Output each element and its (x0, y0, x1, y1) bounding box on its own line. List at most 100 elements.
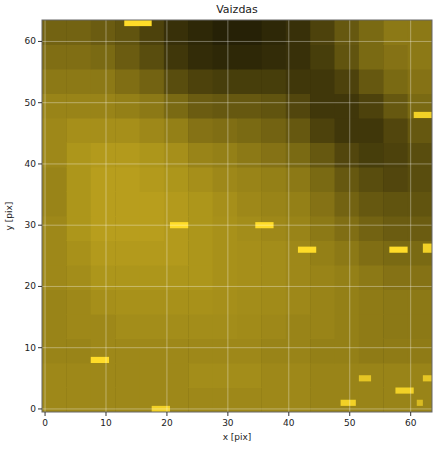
cell (335, 314, 360, 339)
cell (188, 388, 213, 413)
cell (213, 192, 238, 217)
cell (115, 167, 140, 192)
cell (261, 339, 286, 364)
cell (237, 363, 262, 388)
cell (115, 290, 140, 315)
cell (91, 216, 116, 241)
cell (286, 339, 311, 364)
cell (66, 118, 91, 143)
cell (383, 339, 408, 364)
cell (359, 314, 384, 339)
cell (310, 314, 335, 339)
cell (188, 167, 213, 192)
cell (261, 290, 286, 315)
plot-background (42, 20, 432, 412)
cell (91, 290, 116, 315)
grid-line (42, 286, 432, 287)
cell (359, 388, 384, 413)
bright-spot (414, 112, 432, 118)
grid-line (288, 20, 289, 412)
cell (408, 192, 432, 217)
tick (38, 347, 42, 348)
cell (359, 192, 384, 217)
grid-line (349, 20, 350, 412)
tick (227, 412, 228, 416)
cell (310, 167, 335, 192)
cell (261, 363, 286, 388)
cell (188, 290, 213, 315)
cell (237, 94, 262, 119)
cell (310, 69, 335, 94)
plot-area (42, 20, 432, 412)
cell (383, 192, 408, 217)
bright-spot (359, 375, 371, 381)
cell (310, 339, 335, 364)
cell (66, 216, 91, 241)
cell (164, 216, 189, 241)
cell (42, 118, 67, 143)
cell (261, 69, 286, 94)
bright-spot (298, 247, 316, 253)
cell (408, 363, 432, 388)
cell (115, 192, 140, 217)
cell (335, 363, 360, 388)
cell (42, 167, 67, 192)
cell (66, 241, 91, 266)
cell (359, 339, 384, 364)
cell (164, 290, 189, 315)
cell (359, 216, 384, 241)
cell (237, 314, 262, 339)
cell (408, 167, 432, 192)
cell (408, 69, 432, 94)
tick-label: 10 (100, 418, 112, 428)
cell (310, 45, 335, 70)
chart: 01020304050600102030405060Vaizdasx [pix]… (0, 0, 439, 449)
tick (38, 286, 42, 287)
cell (408, 339, 432, 364)
cell (140, 45, 165, 70)
tick (105, 412, 106, 416)
bright-spot (423, 244, 432, 253)
cell (335, 216, 360, 241)
cell (359, 94, 384, 119)
cell (286, 192, 311, 217)
cell (188, 69, 213, 94)
tick-label: 30 (222, 418, 234, 428)
cell (66, 45, 91, 70)
cell (213, 216, 238, 241)
cell (188, 339, 213, 364)
cell (66, 192, 91, 217)
grid-line (105, 20, 106, 412)
cell (42, 388, 67, 413)
cell (261, 94, 286, 119)
grid-line (42, 41, 432, 42)
cell (140, 314, 165, 339)
cell (42, 45, 67, 70)
cell (408, 45, 432, 70)
cell (140, 192, 165, 217)
cell (261, 241, 286, 266)
cell (383, 45, 408, 70)
cell (140, 69, 165, 94)
cell (286, 241, 311, 266)
cell (66, 339, 91, 364)
cell (408, 118, 432, 143)
tick-label: 40 (25, 159, 37, 169)
cell (237, 192, 262, 217)
cell (115, 216, 140, 241)
cell (140, 339, 165, 364)
cell (213, 339, 238, 364)
tick (38, 163, 42, 164)
cell (91, 388, 116, 413)
tick-label: 10 (25, 343, 37, 353)
cell (261, 388, 286, 413)
cell (359, 167, 384, 192)
tick (38, 41, 42, 42)
cell (91, 314, 116, 339)
cell (115, 69, 140, 94)
grid-line (45, 20, 46, 412)
cell (42, 339, 67, 364)
cell (408, 290, 432, 315)
cell (66, 94, 91, 119)
cell (164, 94, 189, 119)
